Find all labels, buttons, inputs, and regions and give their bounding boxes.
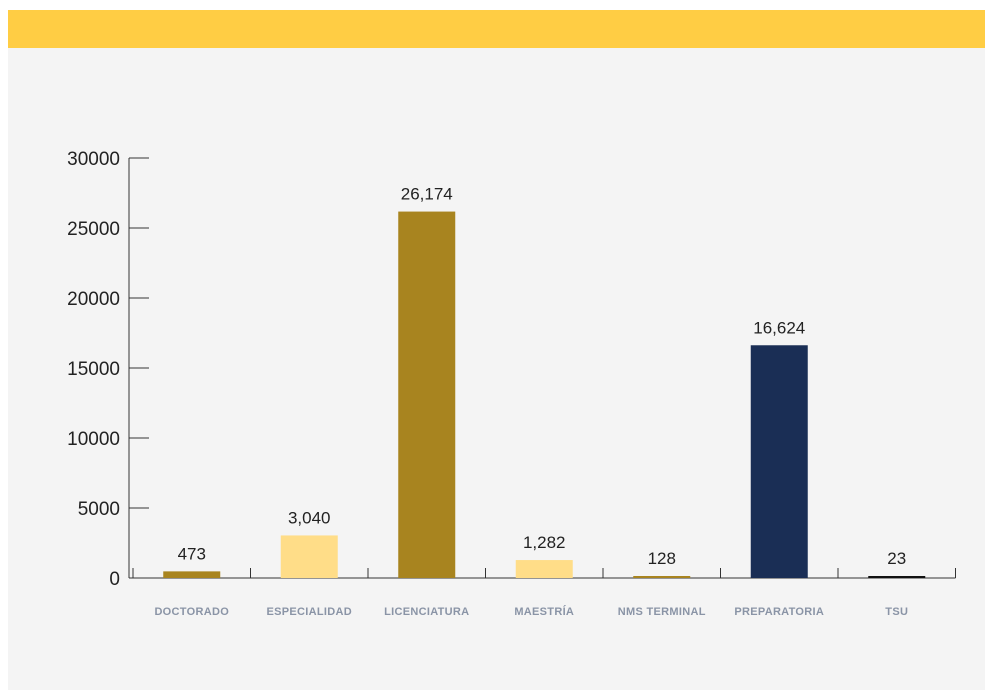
bar-value-label: 26,174 — [401, 185, 453, 204]
bar-nms-terminal — [633, 576, 691, 578]
x-category-label: NMS TERMINAL — [618, 606, 706, 618]
x-category-label: LICENCIATURA — [384, 606, 469, 618]
bar-tsu — [868, 576, 926, 578]
bar-value-label: 16,624 — [753, 318, 805, 337]
bar-preparatoria — [750, 345, 808, 578]
x-category-label: ESPECIALIDAD — [267, 606, 353, 618]
y-tick-label: 30000 — [67, 149, 120, 170]
y-tick-label: 5000 — [78, 499, 120, 520]
bar-value-label: 1,282 — [523, 533, 566, 552]
bar-maestría — [515, 560, 573, 578]
x-category-label: PREPARATORIA — [734, 606, 824, 618]
bar-value-label: 128 — [648, 549, 676, 568]
header-bar — [8, 10, 985, 48]
y-tick-label: 15000 — [67, 359, 120, 380]
x-category-label: MAESTRÍA — [514, 605, 574, 618]
x-category-label: TSU — [885, 606, 908, 618]
bar-value-label: 3,040 — [288, 508, 331, 527]
y-tick-label: 0 — [109, 569, 120, 590]
bar-value-label: 473 — [178, 544, 206, 563]
y-tick-label: 25000 — [67, 219, 120, 240]
bar-value-label: 23 — [887, 549, 906, 568]
y-tick-label: 10000 — [67, 429, 120, 450]
bar-especialidad — [280, 535, 338, 578]
x-category-label: DOCTORADO — [154, 606, 229, 618]
bar-licenciatura — [398, 211, 456, 578]
bar-doctorado — [163, 571, 221, 578]
y-tick-label: 20000 — [67, 289, 120, 310]
